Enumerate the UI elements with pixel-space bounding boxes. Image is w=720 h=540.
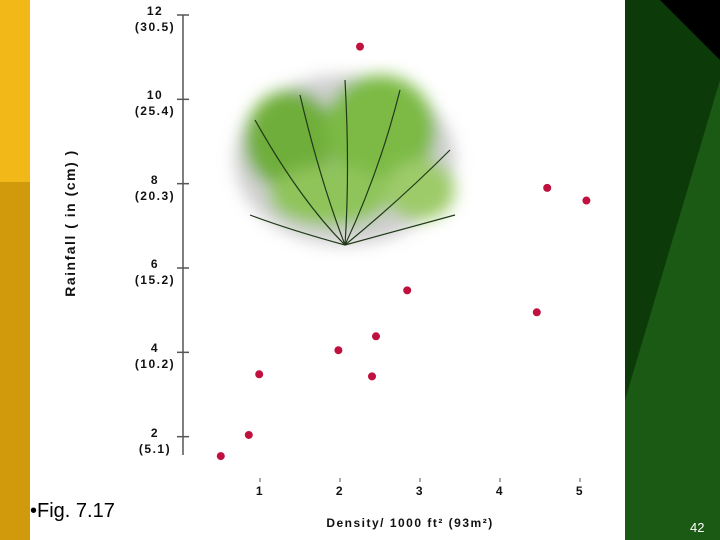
caption: •Fig. 7.17 (30, 500, 115, 522)
y-tick-label: 2 (5.1) (138, 425, 172, 456)
y-tick-label: 4 (10.2) (134, 341, 176, 372)
data-point (368, 372, 376, 381)
data-point (244, 430, 253, 439)
x-tick-label: 3 (415, 484, 425, 498)
shrub-branches (249, 79, 456, 246)
y-tick-label: 12 (30.5) (134, 4, 176, 34)
data-point (532, 308, 541, 317)
data-point (356, 42, 364, 51)
y-tick-label: 10 (25.4) (134, 88, 176, 119)
page-number: 42 (690, 520, 705, 535)
data-point (403, 286, 412, 295)
y-tick-label: 8 (20.3) (134, 172, 176, 203)
x-axis-label: Density/ 1000 ft² (93m²) (326, 516, 494, 530)
x-tick-label: 5 (575, 484, 585, 498)
y-tick-label: 6 (15.2) (134, 257, 176, 287)
data-point (543, 183, 552, 192)
x-tick-label: 1 (255, 484, 265, 498)
data-point (372, 332, 380, 341)
data-point (216, 452, 225, 461)
data-point (582, 196, 591, 205)
data-point (255, 370, 264, 379)
data-point (334, 346, 343, 355)
x-tick-label: 2 (335, 484, 345, 498)
x-tick-label: 4 (495, 484, 505, 498)
y-axis-label: Rainfall ( in (cm) ) (62, 149, 78, 297)
shrub-illustration (235, 75, 455, 245)
